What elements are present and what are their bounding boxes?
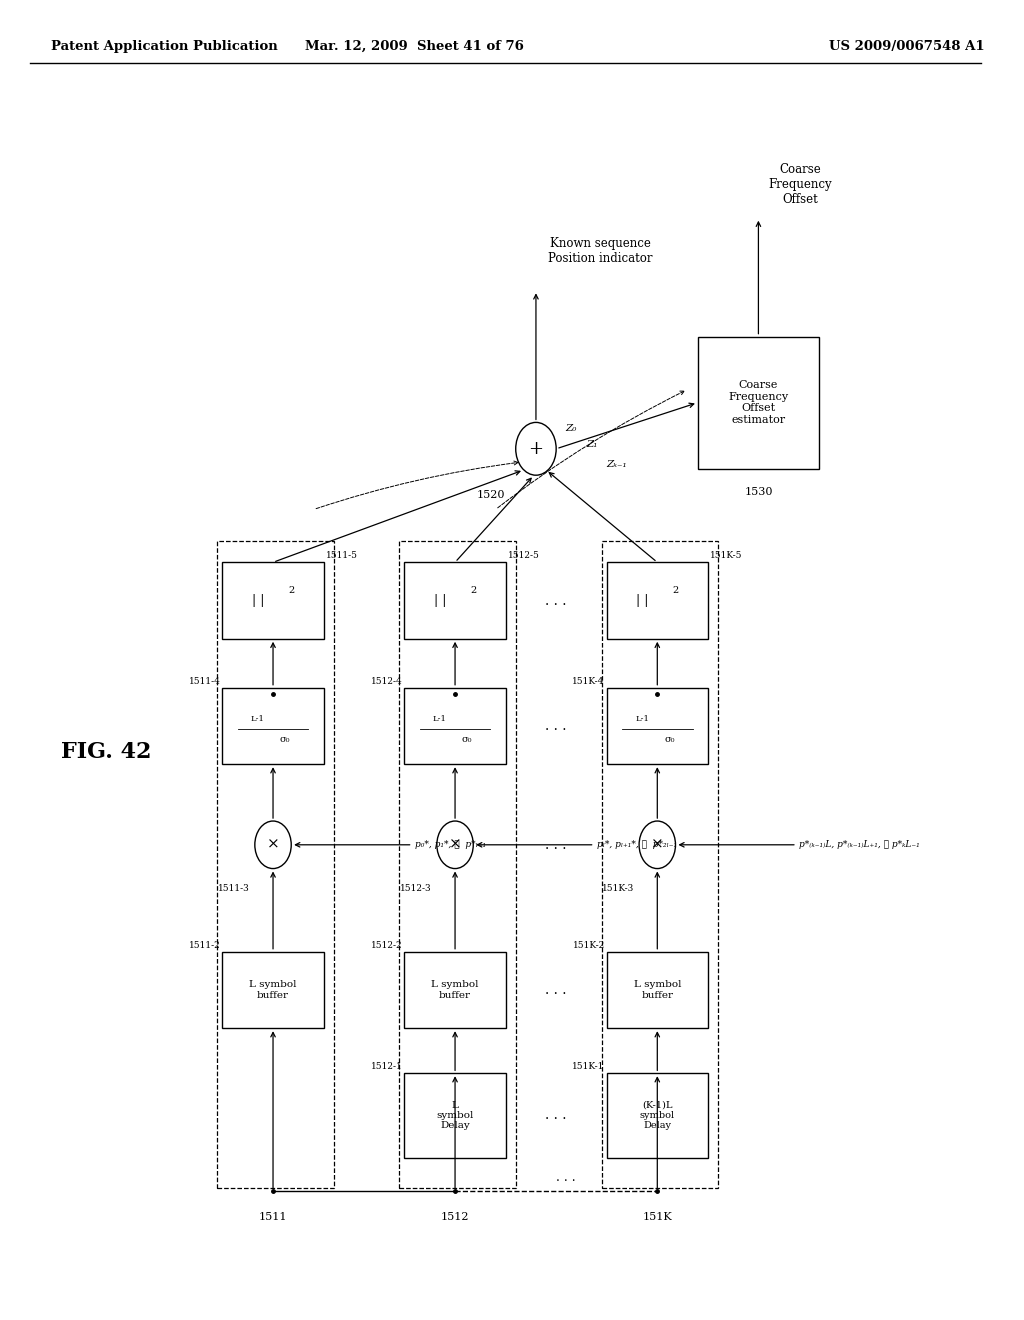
Text: Z₁: Z₁ bbox=[586, 441, 597, 449]
Bar bbox=[697, 337, 819, 469]
Text: L symbol
buffer: L symbol buffer bbox=[249, 981, 297, 999]
Text: 151K-2: 151K-2 bbox=[572, 941, 605, 949]
Text: 151K-1: 151K-1 bbox=[572, 1063, 605, 1072]
Text: 1511-3: 1511-3 bbox=[218, 884, 250, 892]
Text: 1530: 1530 bbox=[744, 487, 773, 498]
Bar bbox=[217, 541, 334, 1188]
Bar bbox=[607, 952, 708, 1028]
Bar bbox=[607, 562, 708, 639]
Text: (K-1)L
symbol
Delay: (K-1)L symbol Delay bbox=[640, 1101, 675, 1130]
Text: L
symbol
Delay: L symbol Delay bbox=[436, 1101, 474, 1130]
Text: σ₀: σ₀ bbox=[280, 735, 291, 743]
Text: 1512: 1512 bbox=[440, 1212, 469, 1222]
Text: FIG. 42: FIG. 42 bbox=[61, 742, 152, 763]
Text: ×: × bbox=[449, 838, 462, 851]
Bar bbox=[404, 952, 506, 1028]
Text: L-1: L-1 bbox=[433, 715, 446, 723]
Text: . . .: . . . bbox=[546, 719, 567, 733]
Circle shape bbox=[639, 821, 676, 869]
Circle shape bbox=[437, 821, 473, 869]
Bar bbox=[222, 952, 324, 1028]
Bar bbox=[404, 1073, 506, 1158]
Text: 2: 2 bbox=[673, 586, 679, 594]
Bar bbox=[404, 562, 506, 639]
Text: 1512-2: 1512-2 bbox=[371, 941, 402, 949]
Text: Coarse
Frequency
Offset: Coarse Frequency Offset bbox=[769, 164, 833, 206]
Text: . . .: . . . bbox=[546, 838, 567, 851]
Text: Z₀: Z₀ bbox=[565, 425, 578, 433]
Text: . . .: . . . bbox=[546, 594, 567, 607]
Bar bbox=[607, 688, 708, 764]
Bar bbox=[222, 562, 324, 639]
Text: Coarse
Frequency
Offset
estimator: Coarse Frequency Offset estimator bbox=[728, 380, 788, 425]
Text: 1511-2: 1511-2 bbox=[188, 941, 220, 949]
Text: . . .: . . . bbox=[556, 1171, 577, 1184]
Text: 2: 2 bbox=[288, 586, 294, 594]
Text: | |: | | bbox=[433, 594, 446, 607]
Text: 151K-5: 151K-5 bbox=[710, 552, 742, 560]
Text: 1520: 1520 bbox=[476, 490, 505, 500]
Text: 1512-3: 1512-3 bbox=[400, 884, 432, 892]
Text: Mar. 12, 2009  Sheet 41 of 76: Mar. 12, 2009 Sheet 41 of 76 bbox=[305, 40, 524, 53]
Text: +: + bbox=[528, 440, 544, 458]
Text: 1511-4: 1511-4 bbox=[188, 677, 220, 685]
Text: . . .: . . . bbox=[546, 983, 567, 997]
Circle shape bbox=[255, 821, 291, 869]
Text: L symbol
buffer: L symbol buffer bbox=[634, 981, 681, 999]
Text: pₗ*, pₗ₊₁*, ⋯  p*₂ₗ₋₁: pₗ*, pₗ₊₁*, ⋯ p*₂ₗ₋₁ bbox=[597, 841, 677, 849]
Text: Zₖ₋₁: Zₖ₋₁ bbox=[606, 461, 627, 469]
Text: 2: 2 bbox=[470, 586, 476, 594]
Text: 1512-1: 1512-1 bbox=[371, 1063, 402, 1072]
Text: 1512-5: 1512-5 bbox=[508, 552, 540, 560]
Text: σ₀: σ₀ bbox=[462, 735, 472, 743]
Bar bbox=[404, 688, 506, 764]
Text: . . .: . . . bbox=[546, 1109, 567, 1122]
Text: L-1: L-1 bbox=[635, 715, 649, 723]
Text: US 2009/0067548 A1: US 2009/0067548 A1 bbox=[829, 40, 985, 53]
Text: p*₍ₖ₋₁₎L, p*₍ₖ₋₁₎L₊₁, ⋯ p*ₖL₋₁: p*₍ₖ₋₁₎L, p*₍ₖ₋₁₎L₊₁, ⋯ p*ₖL₋₁ bbox=[799, 841, 920, 849]
Bar bbox=[602, 541, 718, 1188]
Bar bbox=[399, 541, 516, 1188]
Text: ×: × bbox=[266, 838, 280, 851]
Text: | |: | | bbox=[252, 594, 264, 607]
Circle shape bbox=[516, 422, 556, 475]
Text: σ₀: σ₀ bbox=[665, 735, 675, 743]
Text: 1512-4: 1512-4 bbox=[371, 677, 402, 685]
Text: ×: × bbox=[651, 838, 664, 851]
Text: | |: | | bbox=[636, 594, 648, 607]
Text: p₀*, p₁*, ⋯  p*ₗ₋₁: p₀*, p₁*, ⋯ p*ₗ₋₁ bbox=[415, 841, 485, 849]
Bar bbox=[607, 1073, 708, 1158]
Text: 151K-3: 151K-3 bbox=[602, 884, 634, 892]
Text: 151K: 151K bbox=[642, 1212, 672, 1222]
Text: 151K-4: 151K-4 bbox=[572, 677, 605, 685]
Text: Patent Application Publication: Patent Application Publication bbox=[50, 40, 278, 53]
Text: L symbol
buffer: L symbol buffer bbox=[431, 981, 479, 999]
Text: 1511: 1511 bbox=[259, 1212, 288, 1222]
Text: Known sequence
Position indicator: Known sequence Position indicator bbox=[548, 236, 652, 265]
Text: L-1: L-1 bbox=[251, 715, 265, 723]
Text: 1511-5: 1511-5 bbox=[326, 552, 357, 560]
Bar bbox=[222, 688, 324, 764]
